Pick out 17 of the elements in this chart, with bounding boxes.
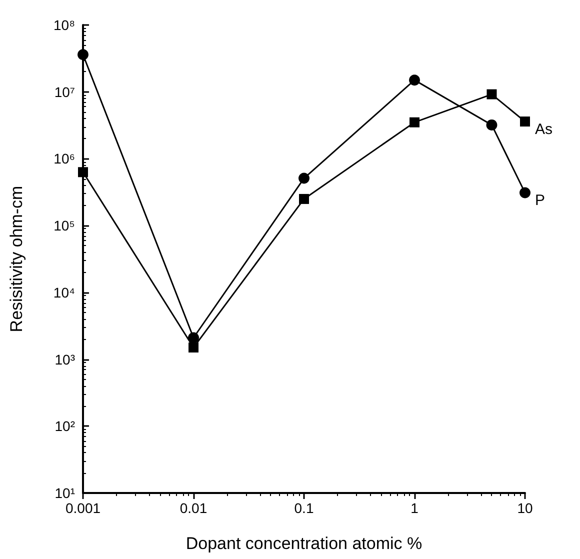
y-tick-label: 10⁸ (54, 17, 76, 33)
series-label: P (535, 192, 546, 210)
x-axis-title: Dopant concentration atomic % (186, 534, 422, 553)
y-tick-label: 10¹ (54, 485, 76, 501)
series-label: As (535, 121, 553, 138)
x-tick-label: 0.1 (294, 500, 314, 516)
y-tick-label: 10⁵ (54, 218, 75, 234)
x-tick-label: 0.01 (180, 500, 208, 516)
y-axis-title: Resisitivity ohm-cm (7, 186, 26, 332)
y-tick-label: 10⁷ (54, 84, 75, 100)
x-tick-label: 1 (410, 500, 419, 516)
y-tick-label: 10⁶ (54, 150, 75, 167)
x-tick-label: 10 (517, 500, 533, 516)
x-tick-label: 0.001 (65, 500, 101, 516)
y-tick-label: 10² (54, 418, 76, 434)
y-tick-label: 10⁴ (53, 284, 75, 300)
y-tick-label: 10³ (54, 351, 76, 368)
